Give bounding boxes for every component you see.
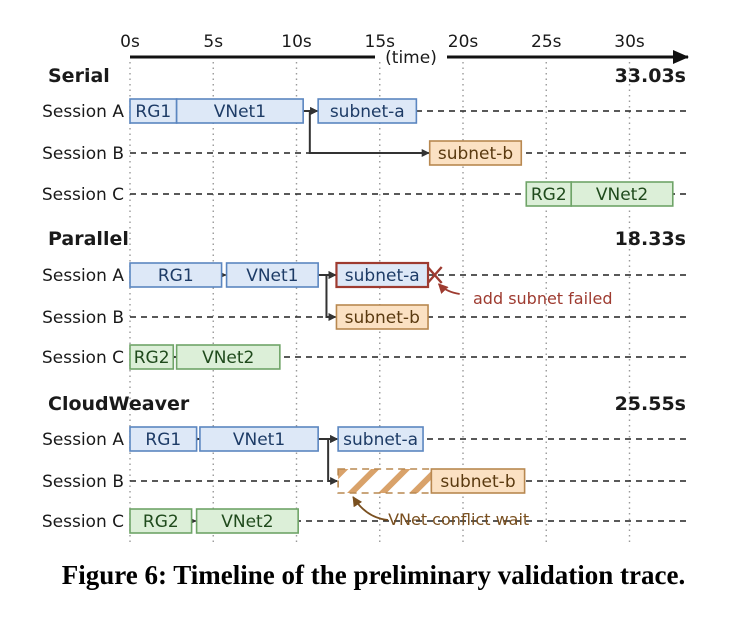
axis-tick-label: 15s bbox=[365, 32, 396, 52]
session-label: Session C bbox=[42, 512, 124, 532]
task-box bbox=[175, 344, 281, 370]
session-label: Session A bbox=[42, 102, 124, 122]
task-box-label: subnet-a bbox=[345, 266, 420, 286]
section-title: Parallel bbox=[48, 228, 129, 250]
task-box-label: subnet-b bbox=[345, 308, 420, 328]
annotation-text: VNet conflict wait bbox=[388, 510, 529, 529]
failure-cross-icon bbox=[426, 266, 443, 284]
task-box-label: subnet-a bbox=[343, 430, 418, 450]
dependency-arrow bbox=[308, 111, 430, 157]
task-box-label: RG2 bbox=[143, 512, 179, 532]
task-box-label: VNet2 bbox=[596, 185, 648, 205]
task-box bbox=[129, 344, 175, 370]
session-label: Session A bbox=[42, 430, 124, 450]
session-label: Session B bbox=[42, 308, 124, 328]
axis-tick-label: 30s bbox=[614, 32, 645, 52]
annotation-text: add subnet failed bbox=[473, 289, 613, 308]
task-box bbox=[225, 262, 319, 288]
task-box bbox=[129, 262, 223, 288]
task-box bbox=[570, 181, 674, 207]
section-total-time: 18.33s bbox=[615, 228, 686, 250]
session-label: Session B bbox=[42, 472, 124, 492]
task-box-label: RG2 bbox=[134, 348, 170, 368]
task-box bbox=[335, 304, 429, 330]
task-box-label: subnet-b bbox=[438, 144, 513, 164]
session-label: Session C bbox=[42, 348, 124, 368]
task-box-label: RG2 bbox=[531, 185, 567, 205]
task-box-label: RG1 bbox=[145, 430, 181, 450]
axis-tick-label: 20s bbox=[448, 32, 479, 52]
task-box-label: VNet1 bbox=[246, 266, 298, 286]
section-total-time: 25.55s bbox=[615, 393, 686, 415]
task-box bbox=[337, 426, 424, 452]
section-title: Serial bbox=[48, 65, 110, 87]
task-box bbox=[428, 140, 523, 166]
dependency-arrow bbox=[327, 439, 339, 485]
axis-tick-label: 25s bbox=[531, 32, 562, 52]
figure-caption: Figure 6: Timeline of the preliminary va… bbox=[61, 560, 686, 590]
axis-label: (time) bbox=[385, 48, 437, 68]
section-total-time: 33.03s bbox=[615, 65, 686, 87]
task-box-label: VNet2 bbox=[202, 348, 254, 368]
task-box bbox=[199, 426, 319, 452]
axis-tick-label: 5s bbox=[203, 32, 223, 52]
annotation-arrow bbox=[438, 283, 460, 295]
task-box bbox=[129, 426, 198, 452]
task-box bbox=[335, 261, 430, 289]
task-box bbox=[430, 468, 526, 494]
axis-tick-label: 0s bbox=[120, 32, 140, 52]
session-label: Session C bbox=[42, 185, 124, 205]
task-box bbox=[129, 98, 178, 124]
task-box bbox=[175, 98, 304, 124]
task-box-label: VNet1 bbox=[233, 430, 285, 450]
annotation-arrow bbox=[352, 496, 389, 521]
session-label: Session A bbox=[42, 266, 124, 286]
section-title: CloudWeaver bbox=[48, 393, 190, 415]
task-box bbox=[129, 508, 193, 534]
dependency-arrow bbox=[325, 275, 337, 321]
timeline-diagram: 0s 5s 10s 15s 20s 25s 30s (time) Serial 33.03s Se… bbox=[42, 32, 689, 545]
task-box-label: VNet1 bbox=[214, 102, 266, 122]
task-box-label: subnet-b bbox=[440, 472, 515, 492]
task-box-label: VNet2 bbox=[221, 512, 273, 532]
task-box bbox=[337, 468, 433, 494]
task-box bbox=[195, 508, 299, 534]
axis-tick-label: 10s bbox=[281, 32, 312, 52]
task-box-label: RG1 bbox=[158, 266, 194, 286]
task-box-label: subnet-a bbox=[330, 102, 405, 122]
task-box-label: RG1 bbox=[135, 102, 171, 122]
task-box bbox=[317, 98, 418, 124]
wait-hatch bbox=[338, 469, 432, 493]
session-label: Session B bbox=[42, 144, 124, 164]
